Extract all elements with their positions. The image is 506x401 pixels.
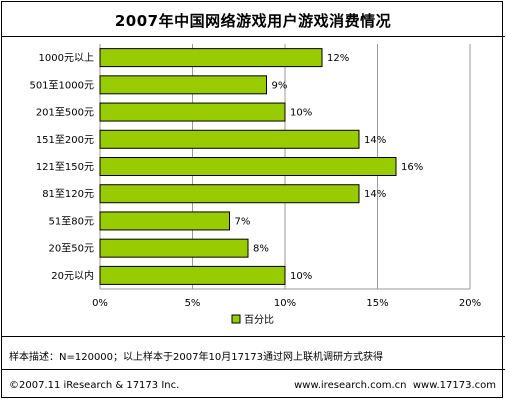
category-label: 20元以内 [51, 269, 94, 282]
category-labels: 1000元以上 501至1000元 201至500元 151至200元 121至150元… [29, 52, 94, 282]
note-divider [1, 336, 505, 337]
bar [99, 184, 360, 204]
bar [99, 75, 267, 95]
value-label: 7% [235, 216, 251, 227]
category-label: 51至80元 [49, 215, 94, 227]
value-label: 14% [364, 189, 386, 200]
category-label: 201至500元 [36, 107, 94, 119]
legend: 百分比 [231, 314, 274, 326]
category-label: 151至200元 [36, 134, 94, 146]
category-label: 1000元以上 [39, 52, 94, 64]
bar [99, 157, 397, 176]
value-labels: 12% 9% 10% 14% 16% 14% 7% 8% 10% [235, 53, 424, 282]
value-label: 16% [401, 162, 423, 173]
value-label: 10% [290, 271, 312, 282]
value-label: 14% [364, 135, 386, 146]
bar [99, 48, 323, 68]
bar [99, 265, 286, 285]
value-label: 9% [272, 80, 288, 91]
sample-note: 样本描述：N=120000；以上样本于2007年10月17173通过网上联机调研… [9, 352, 384, 363]
x-tick-label: 20% [459, 298, 481, 309]
x-tick-label: 15% [366, 298, 388, 309]
bar [99, 211, 230, 231]
value-label: 10% [290, 108, 312, 119]
x-tick-label: 5% [185, 298, 201, 309]
legend-label: 百分比 [244, 314, 274, 326]
website-links: www.iresearch.com.cn www.17173.com [294, 380, 496, 391]
category-label: 20至50元 [49, 243, 94, 255]
legend-swatch [231, 314, 241, 324]
bar [99, 238, 249, 258]
category-label: 81至120元 [42, 188, 94, 200]
footer-divider [1, 369, 505, 370]
bar [99, 102, 286, 122]
bars [99, 48, 397, 285]
value-label: 12% [327, 53, 349, 64]
title-divider [1, 36, 505, 37]
category-label: 501至1000元 [29, 79, 94, 91]
x-tick-labels: 0% 5% 10% 15% 20% [92, 298, 481, 309]
bar-chart: 1000元以上 501至1000元 201至500元 151至200元 121至150元… [29, 44, 481, 326]
chart-title: 2007年中国网络游戏用户游戏消费情况 [114, 12, 392, 30]
copyright-text: ©2007.11 iResearch & 17173 Inc. [9, 380, 180, 391]
x-tick-label: 10% [274, 298, 296, 309]
category-label: 121至150元 [36, 161, 94, 173]
x-tick-label: 0% [92, 298, 108, 309]
bar [99, 129, 360, 149]
value-label: 8% [253, 244, 269, 255]
